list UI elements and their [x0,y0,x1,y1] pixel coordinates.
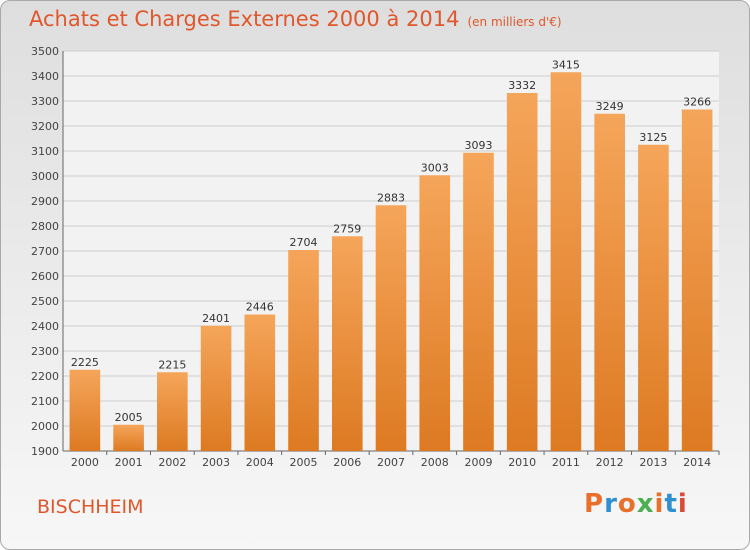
data-label: 3266 [683,96,711,109]
bar [375,205,407,451]
bar [331,236,363,451]
x-tick-label: 2014 [683,456,711,469]
x-tick-label: 2009 [464,456,492,469]
bar [506,93,538,451]
data-label: 3332 [508,79,536,92]
data-label: 3003 [421,161,449,174]
y-tick-label: 2500 [31,295,59,308]
data-label: 2005 [115,411,143,424]
x-tick-label: 2001 [115,456,143,469]
chart-subtitle: (en milliers d'€) [467,15,562,29]
logo-letter: r [604,489,618,519]
y-tick-label: 2300 [31,345,59,358]
data-label: 3249 [596,100,624,113]
x-tick-label: 2005 [290,456,318,469]
logo-letter: i [654,489,665,519]
y-tick-label: 3100 [31,145,59,158]
data-label: 2215 [158,358,186,371]
logo-letter: o [617,489,637,519]
logo-letter: t [664,489,678,519]
y-tick-label: 3300 [31,95,59,108]
proxiti-logo: Proxiti [584,489,688,519]
x-tick-label: 2007 [377,456,405,469]
y-tick-label: 3400 [31,70,59,83]
y-tick-label: 2900 [31,195,59,208]
x-tick-label: 2000 [71,456,99,469]
bar [69,369,101,451]
y-tick-label: 2800 [31,220,59,233]
x-tick-label: 2006 [333,456,361,469]
data-label: 2401 [202,312,230,325]
x-tick-label: 2004 [246,456,274,469]
data-label: 2704 [290,236,318,249]
y-tick-label: 2700 [31,245,59,258]
y-tick-label: 3000 [31,170,59,183]
data-label: 2759 [333,222,361,235]
logo-letter: P [584,489,605,519]
y-tick-label: 2100 [31,395,59,408]
x-tick-label: 2008 [421,456,449,469]
bar [244,314,276,451]
y-tick-label: 3500 [31,45,59,58]
x-tick-label: 2010 [508,456,536,469]
logo-letter: x [636,489,655,519]
x-tick-label: 2011 [552,456,580,469]
y-tick-label: 3200 [31,120,59,133]
y-tick-label: 1900 [31,445,59,458]
bar [200,325,232,451]
y-tick-label: 2600 [31,270,59,283]
bar [157,372,188,451]
bar [463,152,494,451]
y-tick-label: 2400 [31,320,59,333]
bar [638,144,669,451]
bar [288,250,319,451]
x-tick-label: 2003 [202,456,230,469]
bar [681,109,713,451]
data-label: 2883 [377,191,405,204]
data-label: 3125 [639,131,667,144]
x-tick-label: 2012 [596,456,624,469]
bar [594,113,625,451]
chart-title: Achats et Charges Externes 2000 à 2014 (e… [29,7,562,31]
bar [419,175,451,451]
y-tick-label: 2000 [31,420,59,433]
y-tick-label: 2200 [31,370,59,383]
chart-title-text: Achats et Charges Externes 2000 à 2014 [29,7,460,31]
place-name: BISCHHEIM [37,496,144,518]
x-tick-label: 2002 [158,456,186,469]
x-tick-label: 2013 [639,456,667,469]
logo-letter: i [677,489,688,519]
data-label: 2225 [71,356,99,369]
data-label: 3415 [552,58,580,71]
bar [113,424,144,451]
data-label: 2446 [246,301,274,314]
bar [550,72,582,451]
data-label: 3093 [464,139,492,152]
